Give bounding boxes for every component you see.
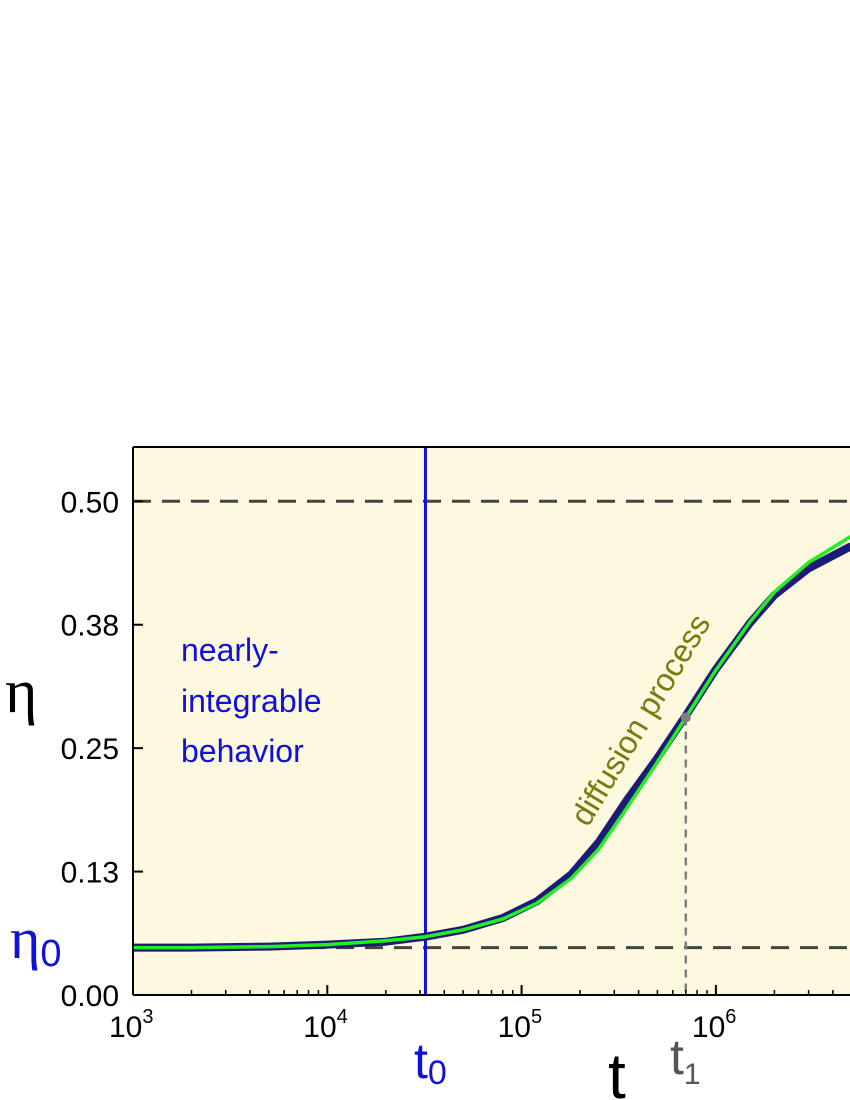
t0-label: t0 [414,1033,447,1092]
x-tick-label: 103 [109,1006,154,1044]
t1-marker-point [680,712,691,723]
series-layer [133,535,850,952]
marker-layer [680,712,691,995]
t1-symbol: t [670,1029,684,1085]
regime-label-line-3: behavior [181,733,304,769]
x-tick-label: 104 [303,1006,348,1044]
y-axis-label: η [5,658,37,726]
eta0-symbol: η [10,906,40,971]
plot-background [133,447,850,995]
x-tick-label: 106 [692,1006,737,1044]
t0-subscript: 0 [428,1054,447,1092]
eta0-subscript: 0 [40,933,61,975]
y-tick-label: 0.50 [61,486,119,519]
t0-symbol: t [414,1033,428,1089]
y-tick-label: 0.00 [61,980,119,1013]
x-axis-label: t [608,1040,626,1100]
regime-label-line-1: nearly- [181,632,279,668]
y-tick-label: 0.38 [61,610,119,643]
regime-label-line-2: integrable [181,683,322,719]
t1-subscript: 1 [684,1058,701,1091]
t1-label: t1 [670,1029,701,1091]
axis-ticks: 0.00 0.13 0.25 0.38 0.50 103 104 105 106 [61,486,834,1044]
y-tick-label: 0.13 [61,857,119,890]
eta0-label: η0 [10,906,61,975]
fit-series-line [133,535,850,950]
x-tick-label: 105 [498,1006,543,1044]
y-tick-label: 0.25 [61,733,119,766]
